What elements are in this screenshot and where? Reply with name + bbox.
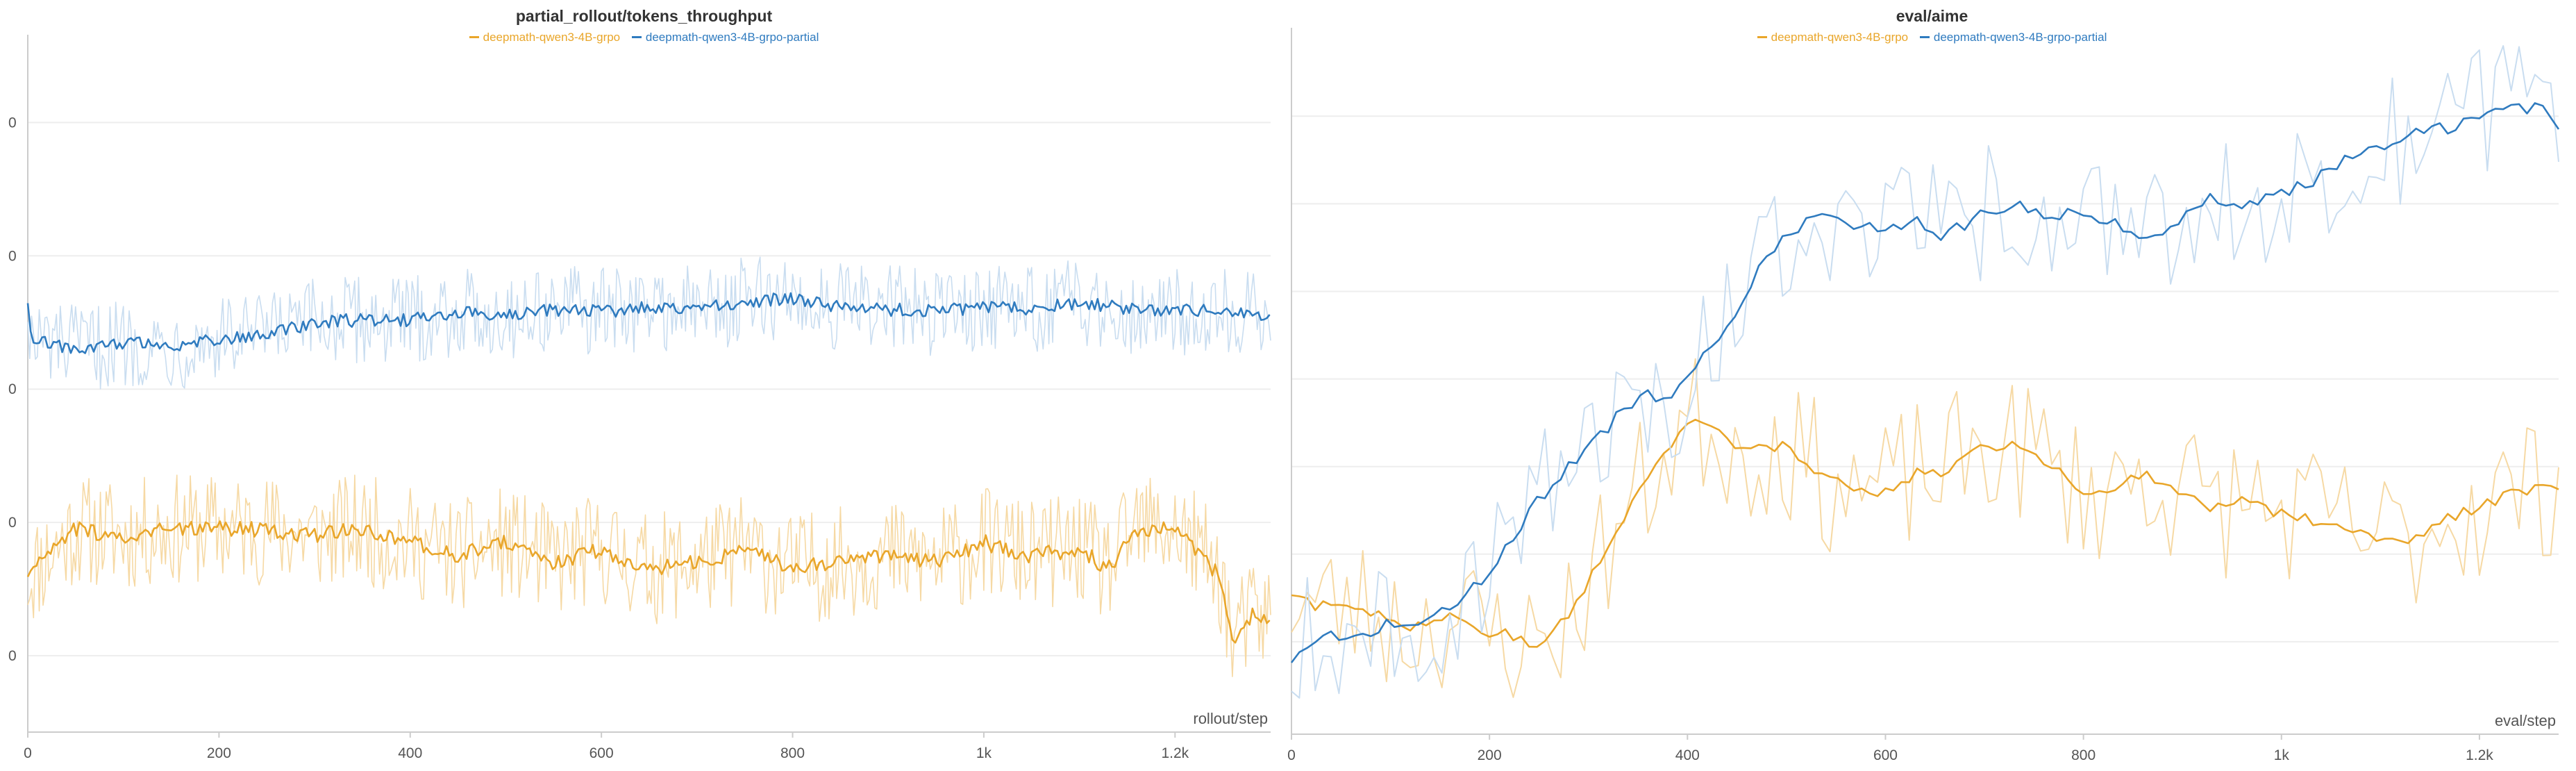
series-raw-partial xyxy=(27,256,1271,390)
x-tick-label: 600 xyxy=(589,745,614,761)
x-tick-label: 200 xyxy=(207,745,231,761)
legend-item-grpo[interactable]: deepmath-qwen3-4B-grpo xyxy=(1757,31,1909,44)
x-axis-label: eval/step xyxy=(2495,712,2556,729)
legend-item-partial[interactable]: deepmath-qwen3-4B-grpo-partial xyxy=(1919,31,2107,44)
chart-title: eval/aime xyxy=(1896,7,1968,25)
x-tick-label: 1k xyxy=(2274,747,2290,763)
x-tick-label: 1.2k xyxy=(2466,747,2493,763)
legend-swatch-grpo xyxy=(469,36,479,39)
legend-label-partial: deepmath-qwen3-4B-grpo-partial xyxy=(1933,31,2107,44)
y-tick-label: 0 xyxy=(8,115,17,131)
chart-legend: deepmath-qwen3-4B-grpo deepmath-qwen3-4B… xyxy=(1288,31,2576,44)
x-tick-label: 800 xyxy=(2071,747,2096,763)
series-line-grpo xyxy=(1291,418,2559,648)
chart-title: partial_rollout/tokens_throughput xyxy=(515,7,773,25)
chart-panel-aime: eval/aime deepmath-qwen3-4B-grpo deepmat… xyxy=(1287,0,2576,771)
chart-panel-throughput: partial_rollout/tokens_throughput deepma… xyxy=(0,0,1288,771)
legend-swatch-partial xyxy=(631,36,642,39)
chart-plot-area[interactable]: 0 200 400 600 800 1k 1.2k eval/step xyxy=(1287,0,2576,771)
x-tick-label: 400 xyxy=(398,745,422,761)
series-raw-partial xyxy=(1291,45,2559,699)
x-tick-label: 600 xyxy=(1873,747,1898,763)
legend-label-grpo: deepmath-qwen3-4B-grpo xyxy=(1771,31,1909,44)
legend-label-partial: deepmath-qwen3-4B-grpo-partial xyxy=(645,31,819,44)
chart-plot-area[interactable]: 0 0 0 0 0 0 200 400 600 800 1k 1.2k rollout/step xyxy=(0,0,1288,771)
x-tick-label: 400 xyxy=(1675,747,1700,763)
series-line-partial xyxy=(26,292,1271,354)
legend-label-grpo: deepmath-qwen3-4B-grpo xyxy=(483,31,621,44)
y-tick-label: 0 xyxy=(8,248,17,264)
series-line-partial xyxy=(1290,102,2560,663)
x-tick-label: 800 xyxy=(780,745,805,761)
legend-swatch-grpo xyxy=(1757,36,1767,39)
x-tick-label: 200 xyxy=(1478,747,1502,763)
x-tick-label: 0 xyxy=(1287,747,1296,763)
y-tick-label: 0 xyxy=(8,381,17,397)
y-tick-label: 0 xyxy=(8,648,17,664)
chart-legend: deepmath-qwen3-4B-grpo deepmath-qwen3-4B… xyxy=(0,31,1288,44)
x-axis-label: rollout/step xyxy=(1193,710,1268,727)
legend-item-grpo[interactable]: deepmath-qwen3-4B-grpo xyxy=(469,31,621,44)
legend-swatch-partial xyxy=(1919,36,1930,39)
y-tick-label: 0 xyxy=(8,515,17,531)
legend-item-partial[interactable]: deepmath-qwen3-4B-grpo-partial xyxy=(631,31,819,44)
series-line-grpo xyxy=(26,520,1271,644)
x-tick-label: 1.2k xyxy=(1161,745,1189,761)
series-raw-grpo xyxy=(1291,358,2559,698)
x-tick-label: 0 xyxy=(24,745,32,761)
x-tick-label: 1k xyxy=(976,745,992,761)
series-raw-grpo xyxy=(27,474,1271,677)
